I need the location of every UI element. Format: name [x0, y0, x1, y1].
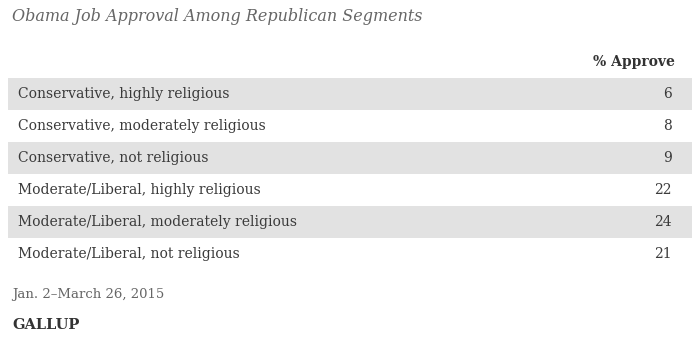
- Bar: [8, 78, 692, 110]
- Text: 22: 22: [654, 183, 672, 197]
- Text: Conservative, not religious: Conservative, not religious: [18, 151, 209, 165]
- Text: Moderate/Liberal, not religious: Moderate/Liberal, not religious: [18, 247, 239, 261]
- Text: Obama Job Approval Among Republican Segments: Obama Job Approval Among Republican Segm…: [12, 8, 423, 25]
- Text: % Approve: % Approve: [593, 55, 675, 69]
- Text: GALLUP: GALLUP: [12, 318, 79, 332]
- Text: Moderate/Liberal, moderately religious: Moderate/Liberal, moderately religious: [18, 215, 297, 229]
- Text: Moderate/Liberal, highly religious: Moderate/Liberal, highly religious: [18, 183, 260, 197]
- Text: 9: 9: [664, 151, 672, 165]
- Text: 8: 8: [664, 119, 672, 133]
- Text: Jan. 2–March 26, 2015: Jan. 2–March 26, 2015: [12, 288, 164, 301]
- Text: 24: 24: [654, 215, 672, 229]
- Bar: [8, 142, 692, 174]
- Text: 21: 21: [654, 247, 672, 261]
- Bar: [8, 206, 692, 238]
- Text: Conservative, highly religious: Conservative, highly religious: [18, 87, 230, 101]
- Text: Conservative, moderately religious: Conservative, moderately religious: [18, 119, 266, 133]
- Text: 6: 6: [664, 87, 672, 101]
